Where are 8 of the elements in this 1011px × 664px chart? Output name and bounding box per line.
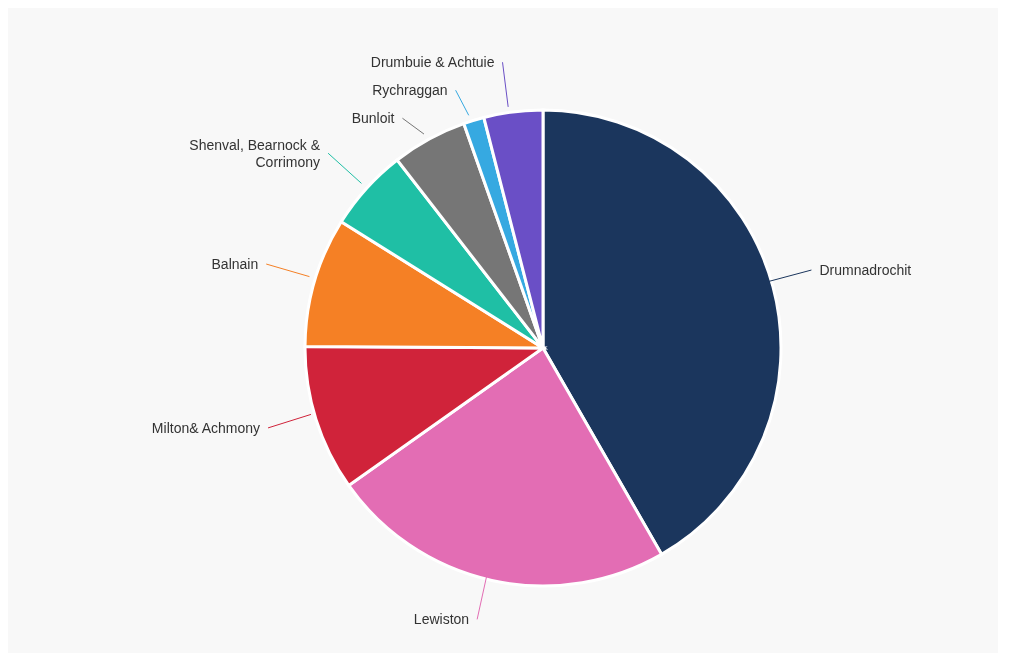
slice-label: Balnain xyxy=(211,256,259,273)
slice-label: Milton& Achmony xyxy=(151,419,261,436)
slice-label: Lewiston xyxy=(413,611,470,628)
slice-label: Drumbuie & Achtuie xyxy=(370,54,495,71)
slice-label: Drumnadrochit xyxy=(819,262,912,279)
slice-label: Bunloit xyxy=(351,110,395,127)
slice-label: Shenval, Bearnock & Corrimony xyxy=(189,137,321,171)
slice-label: Rychraggan xyxy=(372,82,448,99)
